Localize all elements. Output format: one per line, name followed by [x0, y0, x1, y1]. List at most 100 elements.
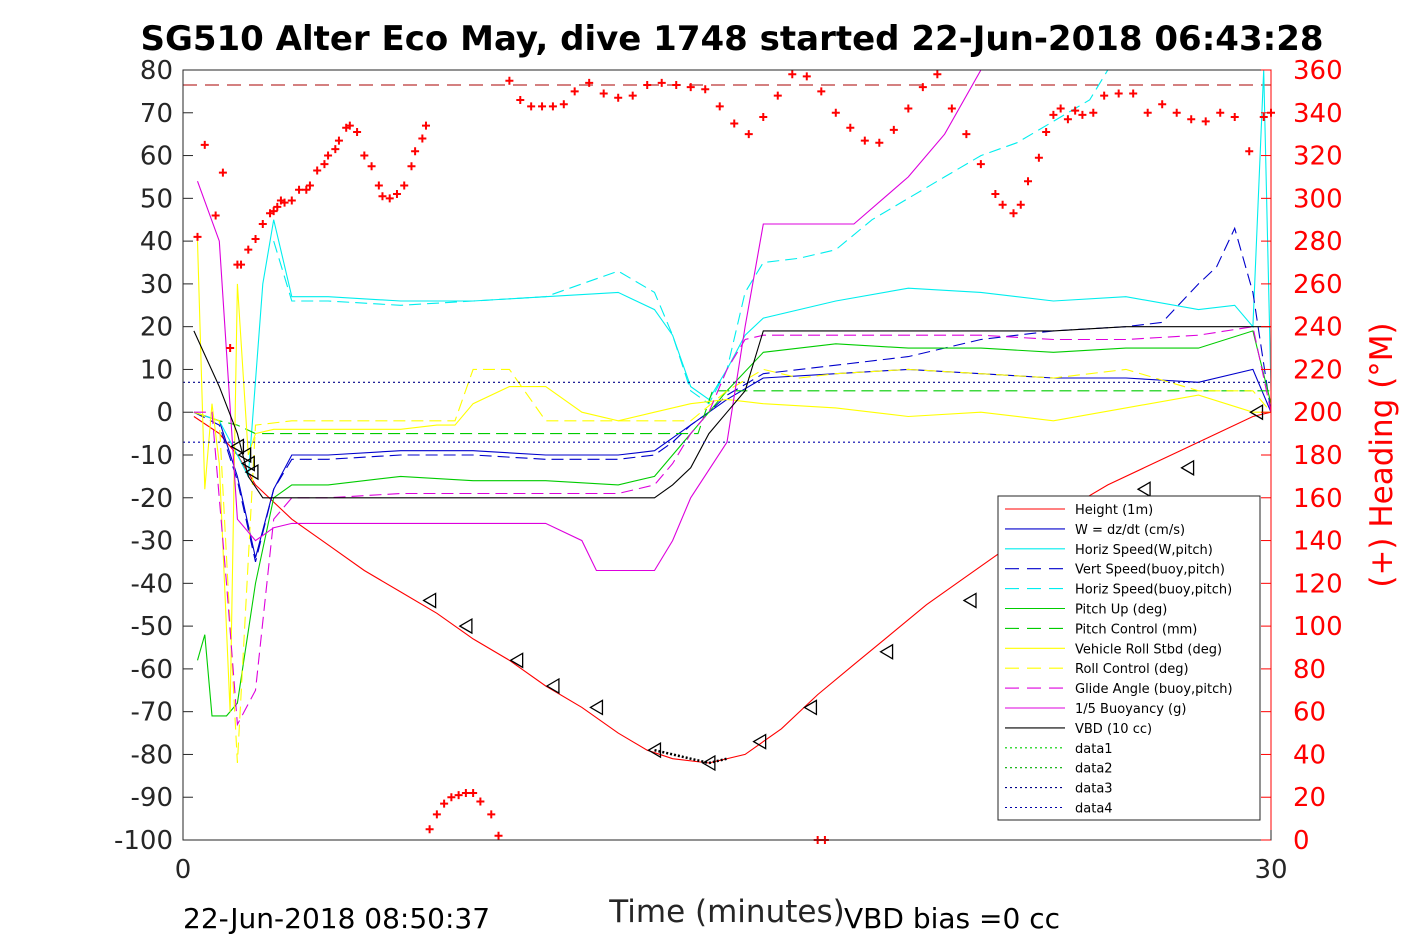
legend-entry-14: data3: [1075, 782, 1113, 797]
triangle-marker-6: [509, 652, 524, 669]
heading-point-9: [258, 220, 267, 228]
triangle-marker-2: [240, 455, 255, 472]
heading-point-37: [421, 121, 430, 130]
heading-point-94: [1216, 108, 1225, 117]
heading-point-49: [643, 80, 652, 89]
heading-point-85: [1089, 108, 1098, 117]
y-tick-label-13: -50: [131, 612, 173, 642]
heading-point-74: [998, 200, 1007, 209]
heading-point-25: [345, 121, 354, 130]
legend-entry-9: Glide Angle (buoy,pitch): [1075, 682, 1233, 697]
heading-point-84: [1078, 110, 1087, 119]
heading-point-31: [385, 194, 394, 203]
heading-point-93: [1201, 117, 1210, 126]
x-tick-label-1: 30: [1254, 855, 1287, 885]
y-tick-label-18: -100: [114, 826, 173, 856]
heading-point-104: [461, 788, 470, 797]
axis-layer: 80706050403020100-10-20-30-40-50-60-70-8…: [114, 56, 1343, 885]
legend-entry-5: Pitch Up (deg): [1075, 603, 1167, 618]
legend-entry-11: VBD (10 cc): [1075, 722, 1152, 737]
y-tick-label-16: -80: [131, 740, 173, 770]
heading-point-14: [280, 198, 289, 207]
triangle-marker-1: [237, 446, 252, 464]
heading-point-67: [904, 104, 913, 113]
y-tick-label-5: 30: [140, 270, 173, 300]
heading-point-70: [947, 104, 956, 113]
heading-point-60: [802, 72, 811, 81]
triangle-marker-4: [422, 592, 437, 609]
heading-point-99: [425, 825, 434, 834]
heading-point-106: [476, 797, 485, 806]
legend-entry-3: Vert Speed(buoy,pitch): [1075, 563, 1225, 578]
series-line-3: [193, 226, 1271, 563]
y-right-tick-label-0: 360: [1293, 56, 1343, 86]
heading-point-34: [407, 162, 416, 171]
extra-line-0: [654, 748, 728, 765]
series-line-6: [193, 390, 1271, 435]
y-right-tick-label-18: 0: [1293, 826, 1310, 856]
legend-entry-15: data4: [1075, 802, 1113, 817]
legend-entry-6: Pitch Control (mm): [1075, 622, 1197, 637]
triangle-marker-9: [647, 742, 662, 759]
heading-point-96: [1245, 147, 1254, 156]
heading-point-100: [432, 810, 441, 819]
y-right-tick-label-6: 240: [1293, 313, 1343, 343]
heading-point-35: [411, 147, 420, 156]
y-axis-right-label: (+) Heading (°M): [1364, 322, 1400, 587]
legend-entry-13: data2: [1075, 762, 1113, 777]
heading-point-80: [1049, 110, 1058, 119]
y-right-tick-label-11: 140: [1293, 527, 1343, 557]
heading-point-90: [1158, 100, 1167, 109]
heading-point-12: [273, 202, 282, 211]
y-right-tick-label-4: 280: [1293, 227, 1343, 257]
triangle-marker-11: [752, 733, 767, 750]
heading-point-39: [516, 95, 525, 104]
heading-point-58: [773, 91, 782, 100]
y-right-tick-label-8: 200: [1293, 398, 1343, 428]
triangle-marker-3: [244, 463, 259, 481]
y-tick-label-2: 60: [140, 142, 173, 172]
heading-point-68: [918, 83, 927, 92]
triangle-marker-13: [879, 643, 894, 660]
y-right-tick-label-13: 100: [1293, 612, 1343, 642]
legend-entry-10: 1/5 Buoyancy (g): [1075, 702, 1186, 717]
triangle-marker-5: [458, 617, 473, 635]
triangle-marker-15: [1136, 481, 1151, 498]
triangle-marker-12: [803, 699, 818, 716]
heading-point-64: [860, 136, 869, 145]
heading-point-29: [374, 181, 383, 190]
triangle-marker-14: [962, 592, 977, 609]
heading-point-17: [302, 185, 311, 194]
x-axis-label: Time (minutes): [608, 894, 844, 930]
triangle-marker-8: [589, 699, 604, 716]
heading-point-26: [353, 128, 362, 137]
y-right-tick-label-17: 20: [1293, 783, 1326, 813]
heading-point-52: [686, 83, 695, 92]
y-tick-label-9: -10: [131, 441, 173, 471]
heading-point-28: [367, 162, 376, 171]
heading-point-47: [614, 93, 623, 102]
heading-point-33: [400, 181, 409, 190]
y-right-tick-label-12: 120: [1293, 569, 1343, 599]
heading-point-72: [976, 160, 985, 169]
heading-point-7: [244, 245, 253, 254]
heading-point-38: [505, 76, 514, 85]
series-layer: [183, 70, 1271, 765]
y-tick-label-10: -20: [131, 484, 173, 514]
y-right-tick-label-5: 260: [1293, 270, 1343, 300]
y-right-tick-label-14: 80: [1293, 655, 1326, 685]
y-right-tick-label-16: 40: [1293, 740, 1326, 770]
heading-point-45: [585, 78, 594, 87]
heading-point-51: [672, 80, 681, 89]
heading-point-36: [418, 134, 427, 143]
y-tick-label-6: 20: [140, 313, 173, 343]
heading-point-89: [1143, 108, 1152, 117]
y-right-tick-label-15: 60: [1293, 698, 1326, 728]
y-tick-label-11: -30: [131, 527, 173, 557]
y-tick-label-12: -40: [131, 569, 173, 599]
legend: Height (1m) W = dz/dt (cm/s) Horiz Speed(W…: [997, 495, 1261, 821]
series-line-0: [193, 411, 1271, 764]
heading-point-42: [548, 102, 557, 111]
legend-entry-0: Height (1m): [1075, 503, 1153, 518]
